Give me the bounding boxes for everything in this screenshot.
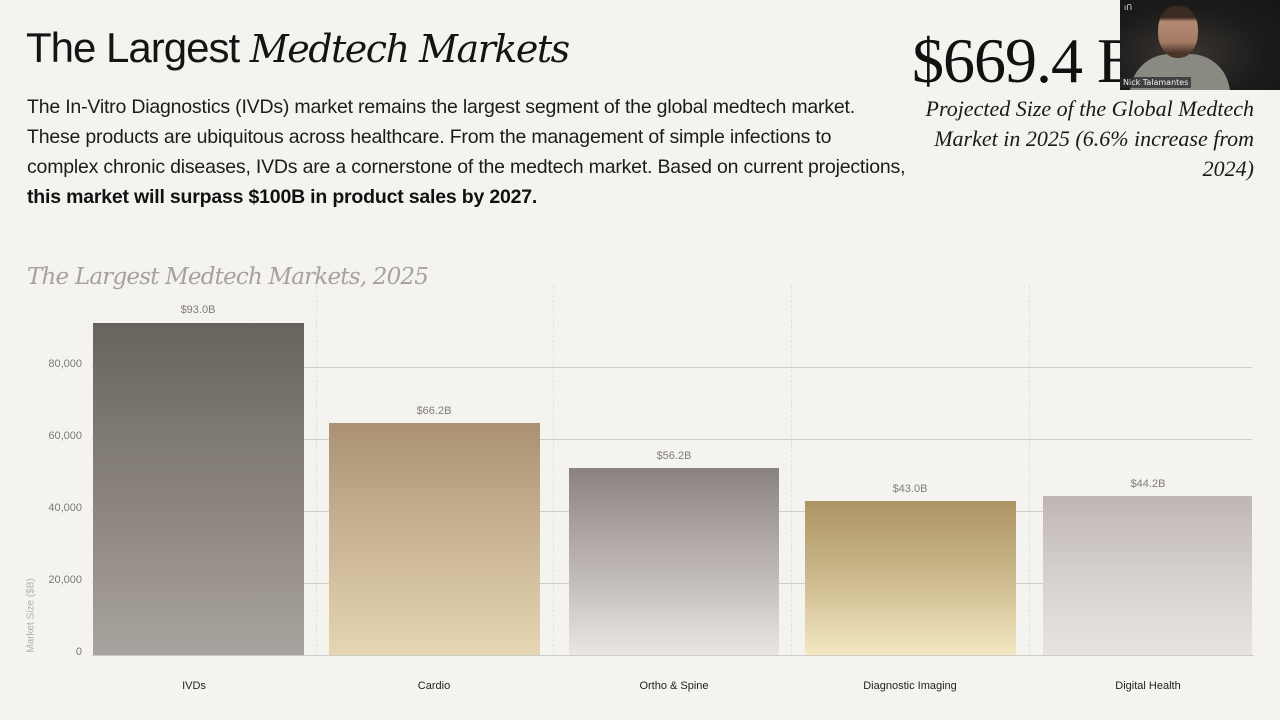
participant-name: Nick Talamantes [1120, 77, 1192, 88]
market-size-caption: Projected Size of the Global Medtech Mar… [925, 96, 1254, 181]
video-call-overlay[interactable]: ıՈ Nick Talamantes [1120, 0, 1280, 90]
signal-icon: ıՈ [1124, 3, 1133, 12]
y-tick: 0 [75, 646, 82, 658]
gridline-80000 [92, 367, 1252, 368]
bar-ivds[interactable] [93, 323, 304, 655]
intro-text: The In-Vitro Diagnostics (IVDs) market r… [27, 96, 906, 178]
bar-diagnostic-imaging[interactable] [805, 501, 1016, 655]
bar-value-label: $66.2B [416, 405, 452, 417]
gridline-60000 [92, 439, 1252, 440]
bar-value-label: $43.0B [892, 483, 928, 495]
category-divider [791, 285, 792, 657]
chart-title: The Largest Medtech Markets, 2025 [27, 264, 429, 290]
bar-digital-health[interactable] [1043, 496, 1252, 655]
page-title: The Largest Medtech Markets [26, 24, 570, 72]
y-tick: 40,000 [48, 502, 82, 514]
bar-value-label: $93.0B [180, 304, 216, 316]
y-tick: 60,000 [48, 430, 82, 442]
intro-paragraph: The In-Vitro Diagnostics (IVDs) market r… [27, 92, 907, 212]
category-divider [1029, 285, 1030, 657]
x-tick-label: Digital Health [1115, 680, 1181, 692]
y-tick: 80,000 [48, 358, 82, 370]
category-divider [316, 285, 317, 657]
intro-highlight: this market will surpass $100B in produc… [27, 186, 538, 208]
bar-ortho-spine[interactable] [569, 468, 779, 655]
market-size-stat: $669.4 B [912, 25, 1140, 96]
participant-head [1158, 6, 1198, 58]
title-italic: Medtech Markets [249, 27, 570, 71]
x-axis-line [92, 655, 1254, 656]
x-tick-label: Cardio [417, 680, 451, 692]
bar-cardio[interactable] [329, 423, 540, 655]
y-tick: 20,000 [48, 574, 82, 586]
x-tick-label: Diagnostic Imaging [863, 680, 957, 692]
x-tick-label: Ortho & Spine [639, 680, 709, 692]
bar-value-label: $56.2B [656, 450, 692, 462]
bar-value-label: $44.2B [1130, 478, 1166, 490]
y-axis-label: Market Size ($B) [25, 578, 37, 653]
x-tick-label: IVDs [182, 680, 206, 692]
category-divider [553, 285, 554, 657]
title-plain: The Largest [26, 24, 250, 71]
